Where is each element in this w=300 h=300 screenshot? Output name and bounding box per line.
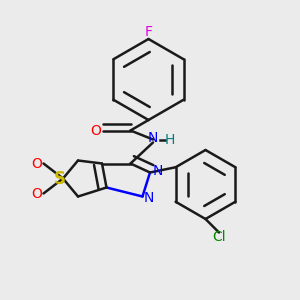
Text: O: O [32, 187, 42, 200]
Text: O: O [91, 124, 101, 137]
Text: N: N [152, 164, 163, 178]
Text: H: H [164, 133, 175, 146]
Text: Cl: Cl [212, 230, 226, 244]
Text: O: O [32, 157, 42, 170]
Text: N: N [148, 131, 158, 145]
Text: F: F [145, 25, 152, 38]
Text: N: N [144, 191, 154, 205]
Text: S: S [54, 169, 66, 188]
